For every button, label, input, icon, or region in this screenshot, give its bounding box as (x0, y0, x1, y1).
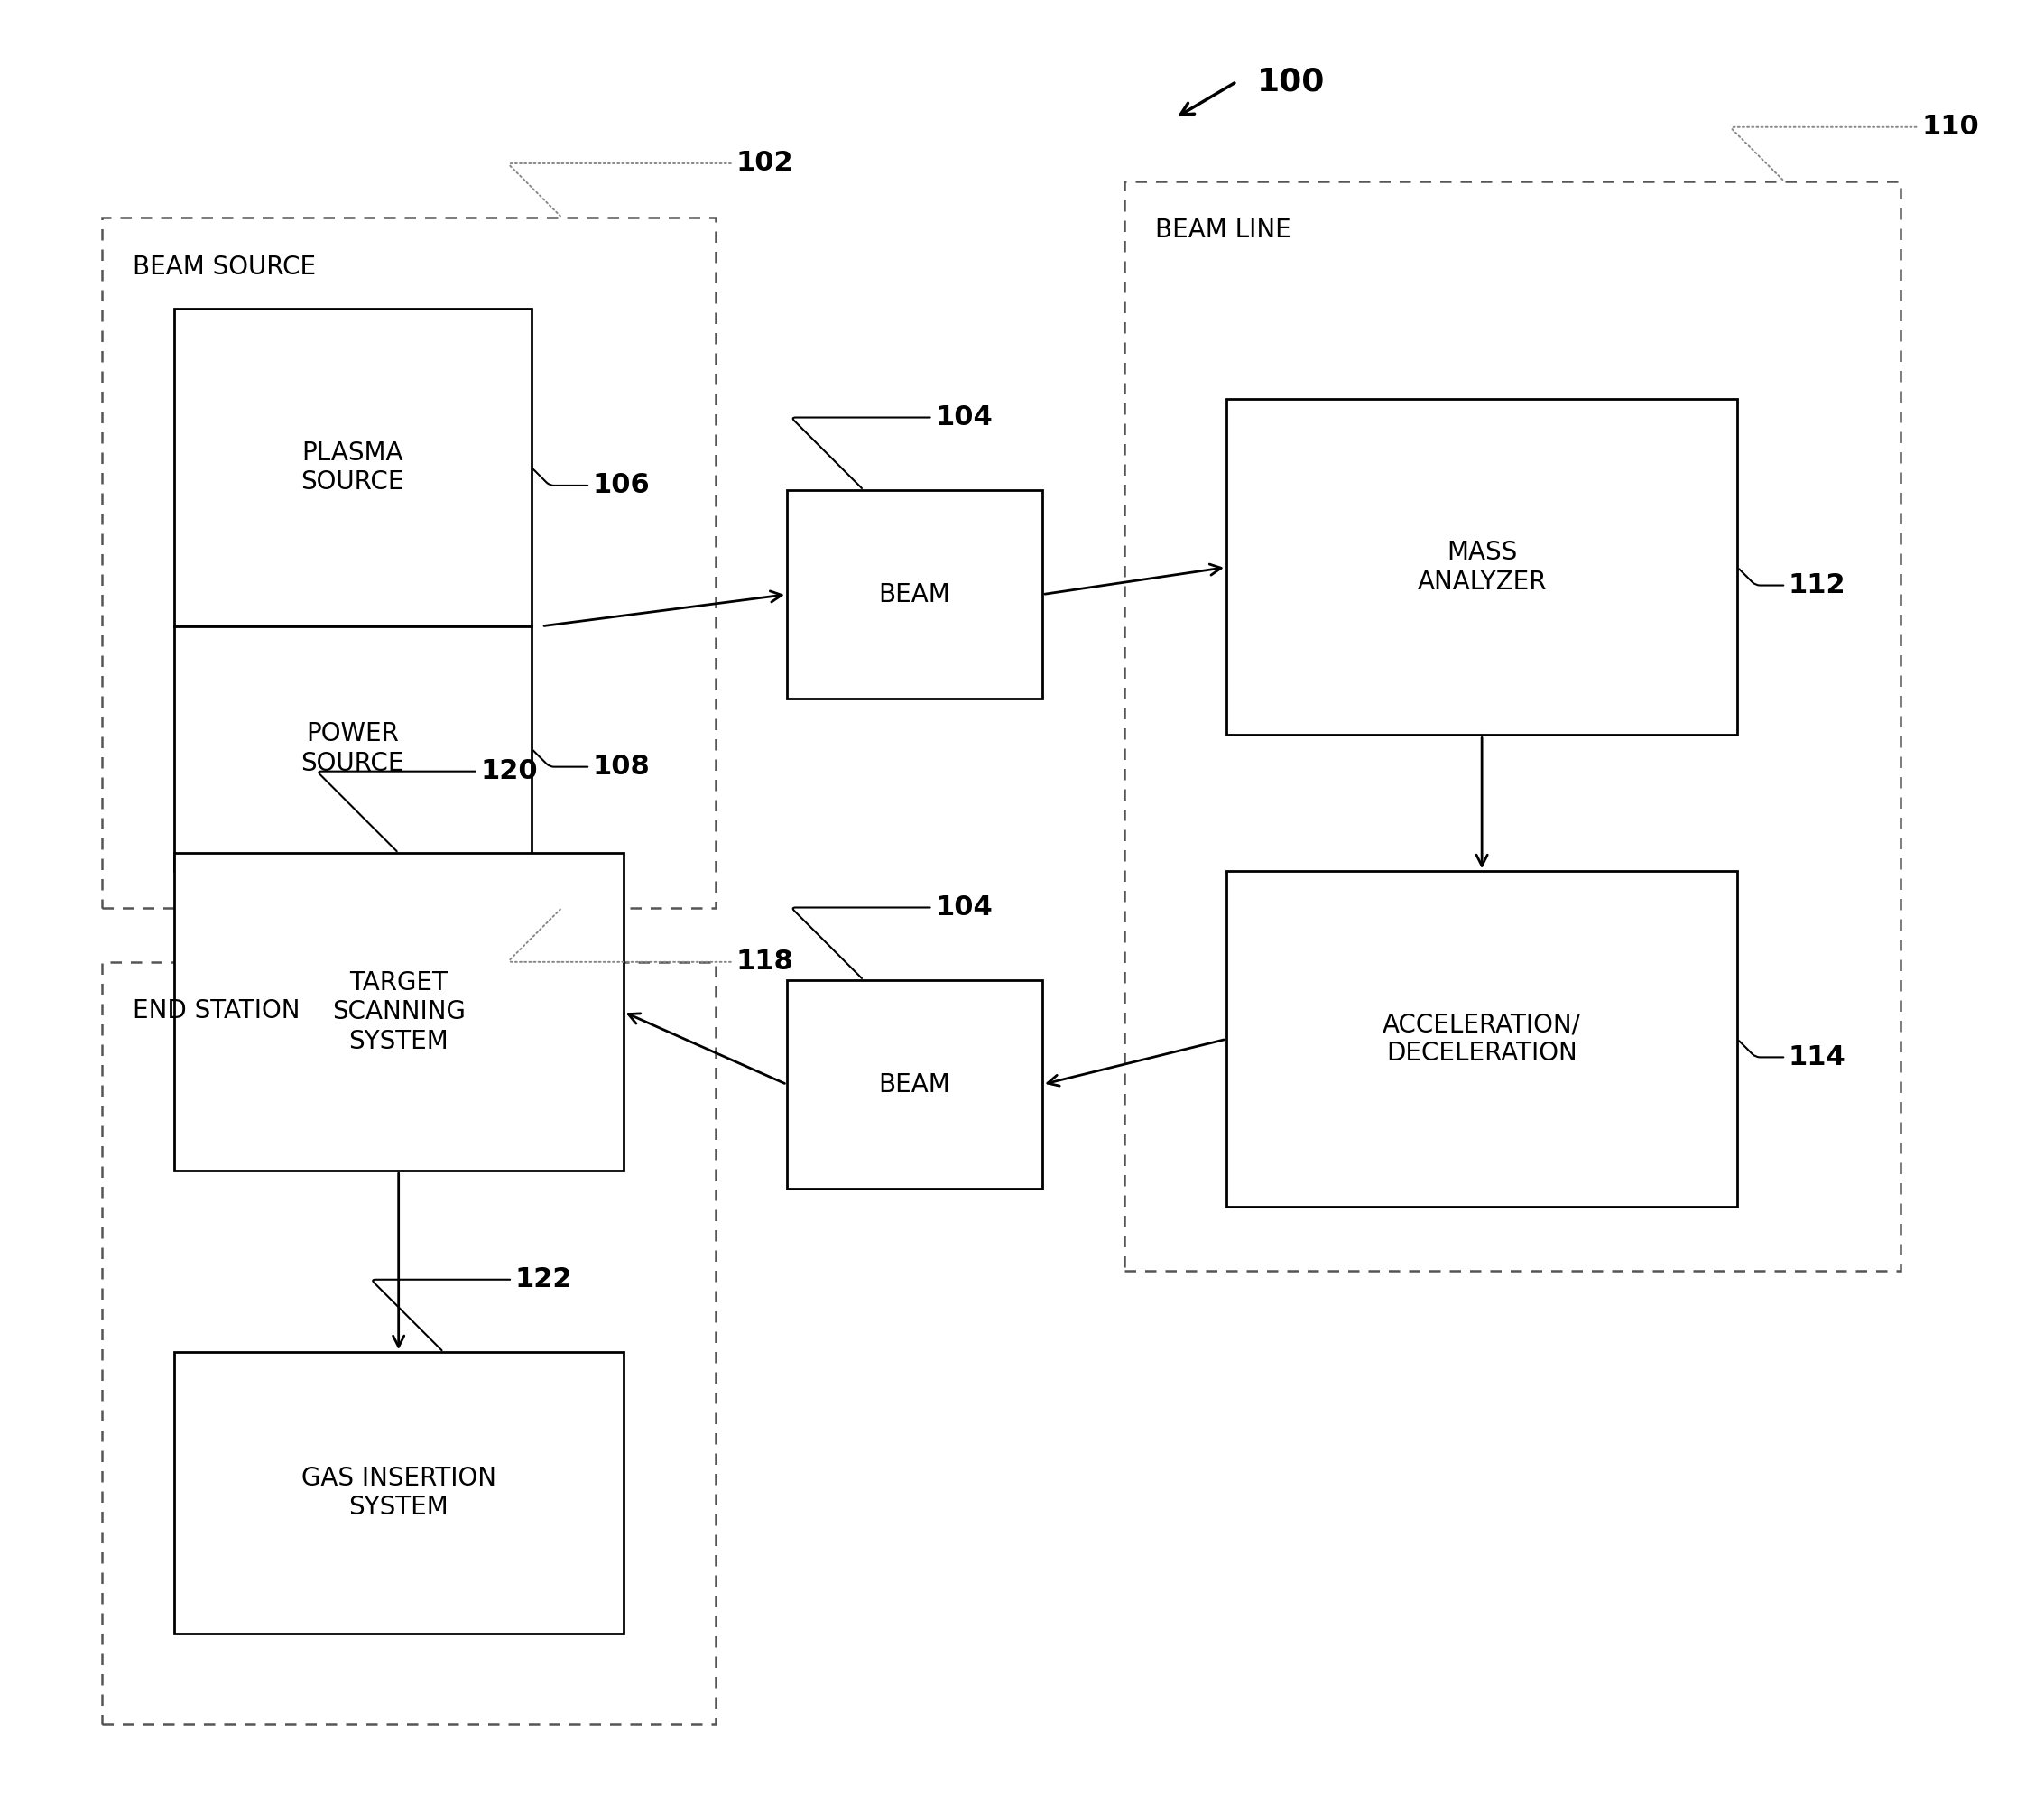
Bar (174, 626, 531, 871)
Bar (102, 962, 715, 1724)
Text: TARGET
SCANNING
SYSTEM: TARGET SCANNING SYSTEM (331, 969, 466, 1055)
Text: BEAM: BEAM (879, 1073, 950, 1096)
Text: 112: 112 (1739, 568, 1846, 599)
Bar (1226, 399, 1737, 735)
Text: BEAM: BEAM (879, 583, 950, 606)
Text: PLASMA
SOURCE: PLASMA SOURCE (300, 439, 405, 495)
Text: 114: 114 (1739, 1040, 1846, 1071)
Text: 120: 120 (319, 759, 538, 851)
Bar (102, 218, 715, 908)
Text: GAS INSERTION
SYSTEM: GAS INSERTION SYSTEM (300, 1465, 497, 1521)
Bar (1124, 182, 1901, 1270)
Text: ACCELERATION/
DECELERATION: ACCELERATION/ DECELERATION (1382, 1011, 1582, 1067)
Text: 102: 102 (509, 151, 793, 216)
Text: 108: 108 (533, 750, 650, 780)
Bar (787, 980, 1042, 1189)
Text: 104: 104 (793, 895, 993, 978)
Bar (174, 1352, 623, 1634)
Text: 118: 118 (509, 909, 793, 975)
Text: END STATION: END STATION (133, 998, 300, 1024)
Text: 104: 104 (793, 405, 993, 488)
Text: BEAM LINE: BEAM LINE (1155, 218, 1292, 243)
Text: MASS
ANALYZER: MASS ANALYZER (1416, 539, 1547, 595)
Text: BEAM SOURCE: BEAM SOURCE (133, 254, 317, 280)
Text: 122: 122 (372, 1267, 572, 1350)
Text: POWER
SOURCE: POWER SOURCE (300, 721, 405, 777)
Text: 106: 106 (533, 468, 650, 499)
Text: 100: 100 (1257, 67, 1325, 96)
Text: 110: 110 (1731, 114, 1979, 180)
Bar (174, 853, 623, 1171)
Bar (787, 490, 1042, 699)
Bar (1226, 871, 1737, 1207)
Bar (174, 309, 531, 626)
